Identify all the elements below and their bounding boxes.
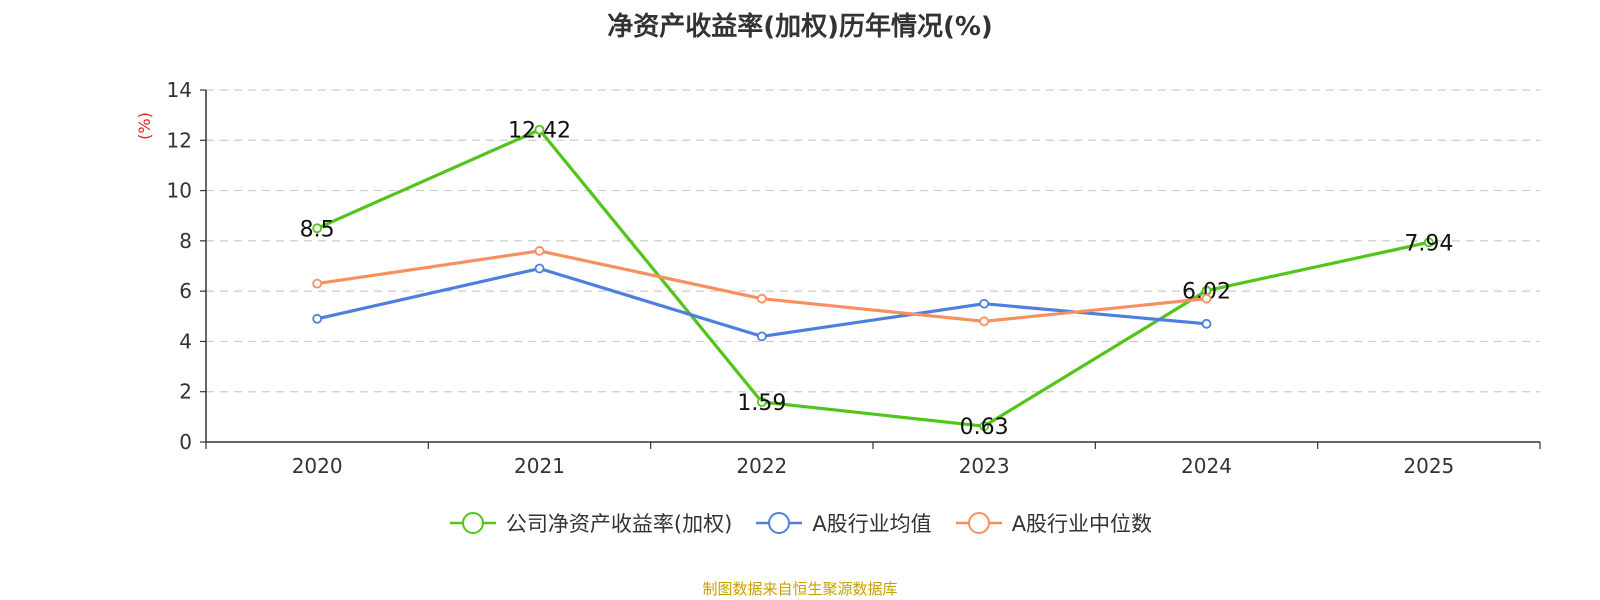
legend-item[interactable]: A股行业均值 — [754, 508, 932, 538]
y-tick-label: 14 — [167, 78, 192, 102]
x-tick-label: 2024 — [1181, 454, 1232, 478]
y-tick-label: 10 — [167, 179, 192, 203]
legend-item[interactable]: A股行业中位数 — [954, 508, 1152, 538]
legend: 公司净资产收益率(加权) A股行业均值 A股行业中位数 — [0, 508, 1600, 538]
data-point — [1201, 293, 1212, 304]
data-point — [756, 331, 767, 342]
data-point — [756, 293, 767, 304]
data-point — [534, 263, 545, 274]
data-label: 7.94 — [1404, 231, 1453, 256]
x-tick-label: 2022 — [736, 454, 787, 478]
data-point — [979, 316, 990, 327]
y-tick-label: 12 — [167, 128, 192, 152]
legend-label: A股行业中位数 — [1011, 512, 1153, 536]
data-label: 1.59 — [737, 391, 786, 416]
legend-label: A股行业均值 — [812, 512, 932, 536]
data-label: 8.5 — [300, 217, 335, 242]
data-point — [1201, 318, 1212, 329]
data-point — [756, 397, 767, 407]
data-point — [534, 124, 545, 135]
line-chart: 0 2 4 6 8 10 12 14 2020 2021 2022 2023 2024 2025 (%) 8.… — [135, 78, 1541, 478]
legend-item[interactable]: 公司净资产收益率(加权) — [448, 508, 732, 538]
y-tick-label: 6 — [179, 279, 192, 303]
data-point — [1423, 237, 1434, 248]
data-label: 0.63 — [960, 415, 1009, 440]
series-line-0 — [316, 128, 1430, 428]
legend-swatch — [449, 512, 496, 534]
x-tick-label: 2023 — [959, 454, 1010, 478]
y-tick-label: 0 — [179, 430, 192, 454]
legend-swatch — [756, 512, 803, 534]
data-label: 12.42 — [508, 119, 571, 144]
legend-swatch — [955, 512, 1002, 534]
source-note: 制图数据来自恒生聚源数据库 — [702, 580, 898, 598]
y-tick-label: 2 — [179, 380, 192, 404]
series-line-2 — [316, 249, 1207, 323]
x-tick-label: 2021 — [514, 454, 565, 478]
data-point — [312, 223, 323, 234]
data-point — [979, 298, 990, 309]
data-point — [312, 278, 323, 289]
data-point — [534, 246, 545, 256]
data-point — [979, 421, 990, 432]
y-tick-label: 8 — [179, 229, 192, 253]
x-tick-label: 2025 — [1403, 454, 1454, 478]
x-tick-label: 2020 — [292, 454, 343, 478]
y-axis-label: (%) — [135, 112, 154, 140]
data-point — [312, 313, 323, 324]
legend-label: 公司净资产收益率(加权) — [505, 512, 733, 536]
y-tick-label: 4 — [179, 329, 192, 353]
chart-title: 净资产收益率(加权)历年情况(%) — [607, 12, 993, 42]
